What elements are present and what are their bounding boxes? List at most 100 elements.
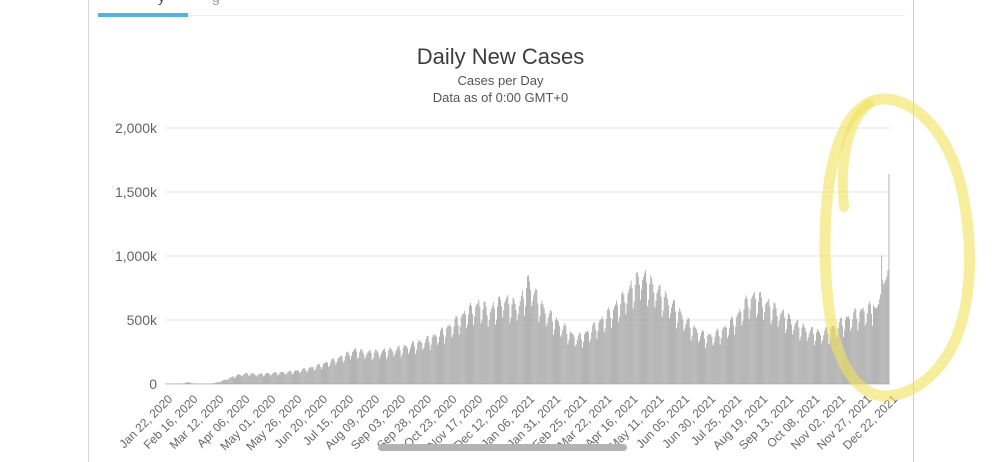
daily-cases-bar: [293, 373, 294, 384]
daily-cases-bar: [453, 326, 455, 384]
highlighter-loop-stroke: [819, 93, 975, 402]
daily-cases-bar: [713, 342, 715, 384]
daily-cases-bar: [736, 316, 738, 384]
daily-cases-bar: [811, 326, 813, 384]
daily-cases-bar: [793, 330, 795, 384]
daily-cases-bar: [606, 310, 608, 384]
tab-active-clipped-label[interactable]: y: [158, 0, 165, 4]
daily-cases-bar: [254, 374, 256, 384]
daily-cases-bar: [662, 310, 664, 384]
daily-cases-bar: [627, 293, 629, 384]
daily-cases-bar: [805, 332, 807, 384]
daily-cases-bar: [327, 362, 329, 384]
daily-cases-bar: [786, 329, 787, 384]
daily-cases-bar: [212, 383, 214, 384]
daily-cases-bar: [724, 325, 726, 384]
daily-cases-bar: [853, 312, 855, 384]
daily-cases-bar: [416, 349, 418, 384]
daily-cases-bar: [305, 370, 307, 384]
daily-cases-bar: [514, 303, 516, 384]
daily-cases-bar: [414, 346, 416, 384]
daily-cases-bar: [748, 318, 750, 384]
daily-cases-bar: [518, 305, 520, 384]
daily-cases-bar: [806, 340, 808, 384]
daily-cases-bar: [569, 332, 571, 384]
daily-cases-bar: [644, 273, 645, 384]
daily-cases-bar: [532, 301, 534, 384]
daily-cases-bar: [501, 306, 503, 384]
daily-cases-bar: [285, 373, 287, 384]
daily-cases-bar: [359, 352, 361, 384]
daily-cases-bar: [722, 327, 724, 384]
daily-cases-bar: [728, 335, 729, 384]
daily-cases-bar: [190, 383, 192, 384]
daily-cases-bar: [497, 306, 498, 384]
daily-cases-bar: [352, 352, 353, 384]
daily-cases-bar: [433, 335, 435, 384]
daily-cases-bar: [861, 309, 863, 384]
daily-cases-bar: [287, 371, 289, 384]
daily-cases-bar: [580, 339, 582, 384]
daily-cases-bar: [631, 288, 633, 384]
daily-cases-bar: [610, 327, 612, 384]
daily-cases-bar: [852, 319, 854, 384]
daily-cases-bar: [322, 366, 323, 384]
daily-cases-bar: [243, 374, 245, 384]
daily-cases-bar: [654, 307, 656, 384]
daily-cases-bar: [472, 314, 474, 384]
tab-inactive-clipped-label[interactable]: g: [212, 0, 220, 4]
daily-cases-bar: [679, 307, 681, 384]
daily-cases-bar: [745, 295, 747, 384]
daily-cases-bar: [502, 317, 504, 384]
daily-cases-bar: [623, 294, 625, 384]
daily-cases-bar: [252, 373, 254, 384]
daily-cases-bar: [586, 332, 587, 384]
daily-cases-bar: [848, 316, 849, 384]
daily-cases-bar: [253, 373, 255, 384]
daily-cases-bar: [594, 323, 596, 384]
daily-cases-bar: [270, 375, 272, 384]
daily-cases-bar: [759, 292, 760, 384]
daily-cases-bar: [807, 337, 809, 384]
daily-cases-bar: [398, 345, 400, 384]
daily-cases-bar: [645, 270, 646, 384]
daily-cases-bar: [439, 336, 440, 384]
daily-cases-bar: [274, 372, 276, 384]
horizontal-scrollbar-thumb[interactable]: [378, 444, 627, 451]
y-axis-tick-label: 500k: [126, 312, 157, 328]
daily-cases-bar: [230, 376, 232, 384]
daily-cases-bar: [490, 308, 492, 384]
daily-cases-bar: [695, 329, 697, 384]
daily-cases-bar: [239, 374, 240, 384]
daily-cases-bar: [318, 364, 320, 384]
daily-cases-bar: [730, 319, 731, 384]
daily-cases-bar: [233, 378, 235, 384]
daily-cases-bar: [246, 372, 248, 384]
daily-cases-bar: [456, 317, 458, 384]
daily-cases-bar: [690, 340, 692, 384]
daily-cases-bar: [326, 361, 327, 384]
daily-cases-bar: [774, 303, 776, 384]
daily-cases-bar: [800, 336, 802, 384]
daily-cases-bar: [266, 372, 267, 384]
daily-cases-bar: [314, 369, 316, 384]
daily-cases-bar: [306, 372, 308, 384]
active-tab-underline[interactable]: [98, 13, 188, 17]
daily-cases-bar: [382, 351, 383, 384]
daily-cases-bar: [515, 310, 517, 384]
daily-cases-bar: [797, 319, 799, 384]
daily-cases-bar: [725, 327, 727, 384]
daily-cases-bar: [663, 297, 665, 384]
daily-cases-bar: [880, 294, 882, 384]
daily-cases-bar: [215, 382, 217, 384]
daily-cases-bar: [535, 288, 537, 384]
daily-cases-bar: [311, 366, 313, 384]
daily-cases-bar: [506, 297, 508, 384]
daily-cases-bar: [307, 370, 309, 384]
daily-cases-bar: [380, 355, 381, 384]
daily-cases-bar: [180, 383, 181, 384]
daily-cases-bar: [636, 271, 638, 384]
daily-cases-bar: [810, 327, 812, 384]
daily-cases-bar: [185, 382, 187, 384]
daily-cases-bar: [549, 310, 551, 384]
